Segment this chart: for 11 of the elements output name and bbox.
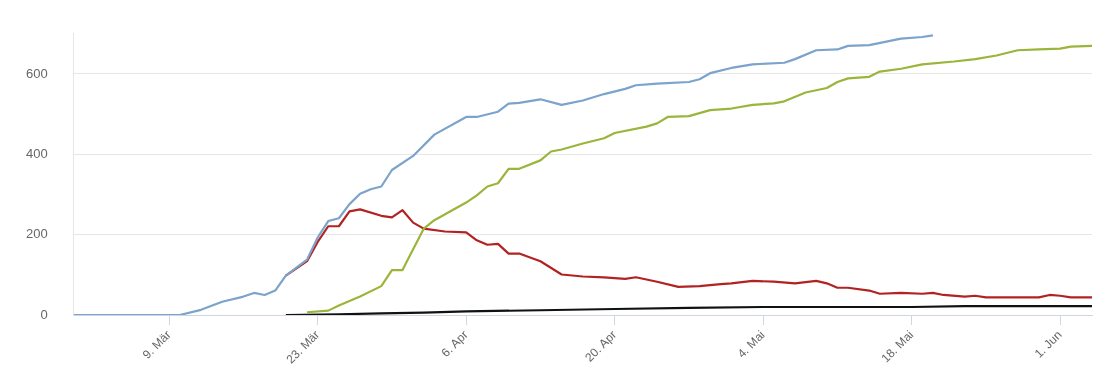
x-tick-label: 1. Jun xyxy=(1031,327,1065,361)
x-tick-label: 9. Mär xyxy=(139,327,174,362)
y-tick-label: 400 xyxy=(25,145,48,161)
x-tick-label: 20. Apr xyxy=(582,327,620,365)
y-tick-label: 600 xyxy=(25,65,48,81)
y-tick-label: 0 xyxy=(40,306,48,322)
x-tick-label: 6. Apr xyxy=(438,327,471,360)
x-tick-label: 23. Mär xyxy=(283,327,323,367)
x-tick-label: 18. Mai xyxy=(878,327,917,366)
x-tick-label: 4. Mai xyxy=(734,327,768,361)
y-tick-label: 200 xyxy=(25,226,48,242)
